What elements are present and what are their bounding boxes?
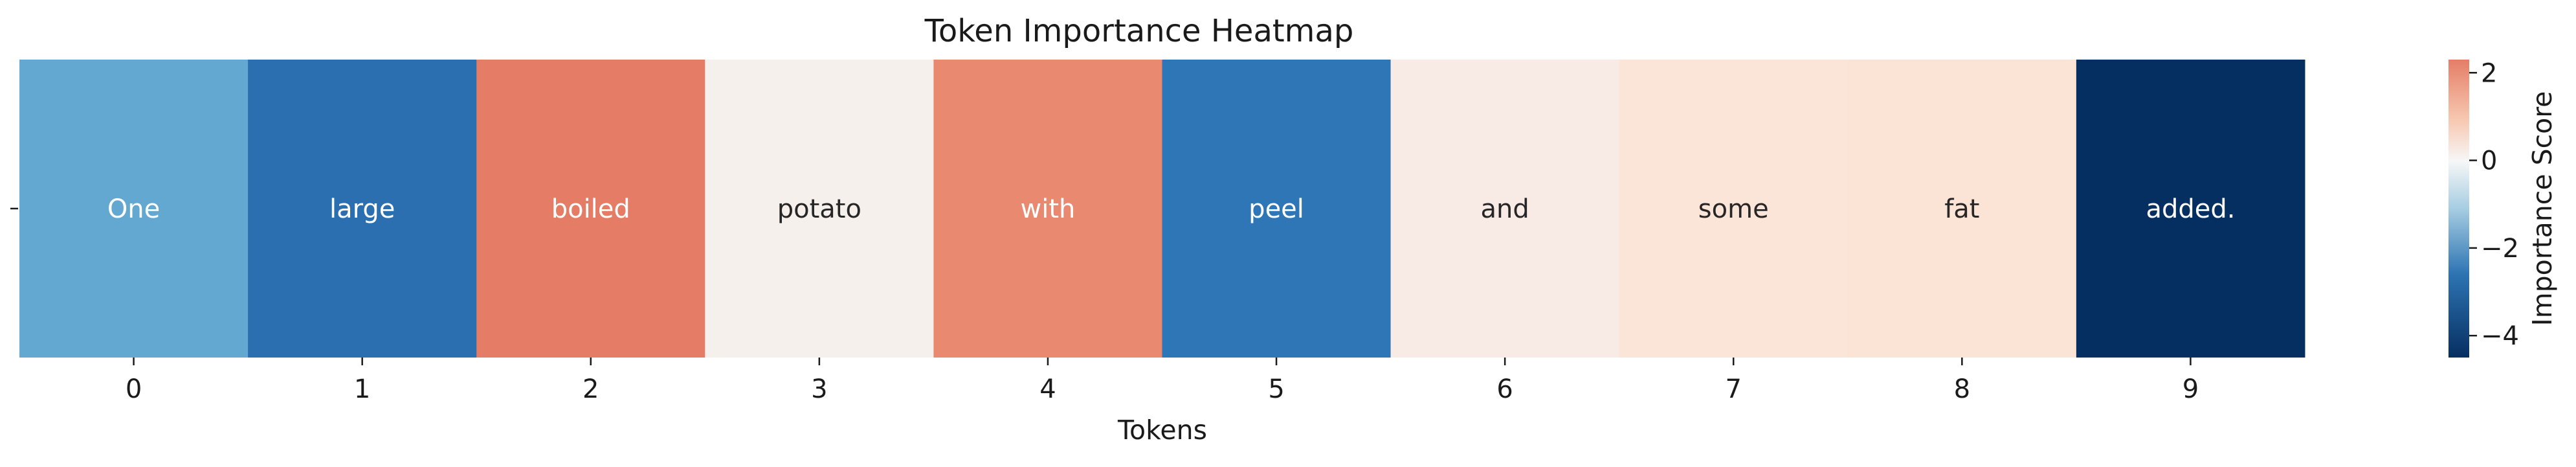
colorbar-tick-label: 2 [2481,58,2497,88]
x-tick-label: 9 [2182,374,2199,404]
token-label: fat [1944,194,1979,224]
heatmap-cell [1162,60,1392,358]
x-tick-label: 3 [811,374,827,404]
x-tick-label: 7 [1726,374,1742,404]
colorbar-tick-label: −2 [2481,234,2519,264]
chart-title: Token Importance Heatmap [924,13,1354,49]
x-tick-label: 0 [126,374,142,404]
heatmap-cell [705,60,934,358]
token-label: with [1021,194,1076,224]
token-label: boiled [551,194,630,224]
colorbar-tick-label: −4 [2481,321,2519,351]
token-label: added. [2146,194,2235,224]
heatmap-cell [1619,60,1849,358]
heatmap-cells: One large boiled potato with peel and some fat ad… [19,60,2305,358]
heatmap-cell [19,60,249,358]
x-tick-label: 6 [1496,374,1513,404]
heatmap-cell [1390,60,1620,358]
x-tick-label: 4 [1039,374,1056,404]
heatmap-cell [476,60,705,358]
x-axis-label: Tokens [1117,415,1207,446]
token-label: potato [777,194,861,224]
x-tick-label: 1 [354,374,370,404]
heatmap-cell [248,60,477,358]
token-label: some [1698,194,1769,224]
colorbar [2448,60,2469,358]
x-tick-label: 2 [583,374,599,404]
token-label: large [329,194,395,224]
colorbar-tick-label: 0 [2481,146,2497,176]
colorbar-ticks: 2 0 −2 −4 [2469,58,2519,351]
token-label: One [107,194,160,224]
colorbar-label: Importance Score [2527,91,2558,326]
heatmap-cell [1847,60,2077,358]
heatmap-cell [933,60,1162,358]
heatmap-cell [2076,60,2305,358]
x-tick-label: 5 [1268,374,1284,404]
x-axis-ticks: 0 1 2 3 4 5 6 7 8 9 [126,358,2199,404]
token-label: and [1481,194,1529,224]
token-label: peel [1249,194,1304,224]
x-tick-label: 8 [1954,374,1970,404]
